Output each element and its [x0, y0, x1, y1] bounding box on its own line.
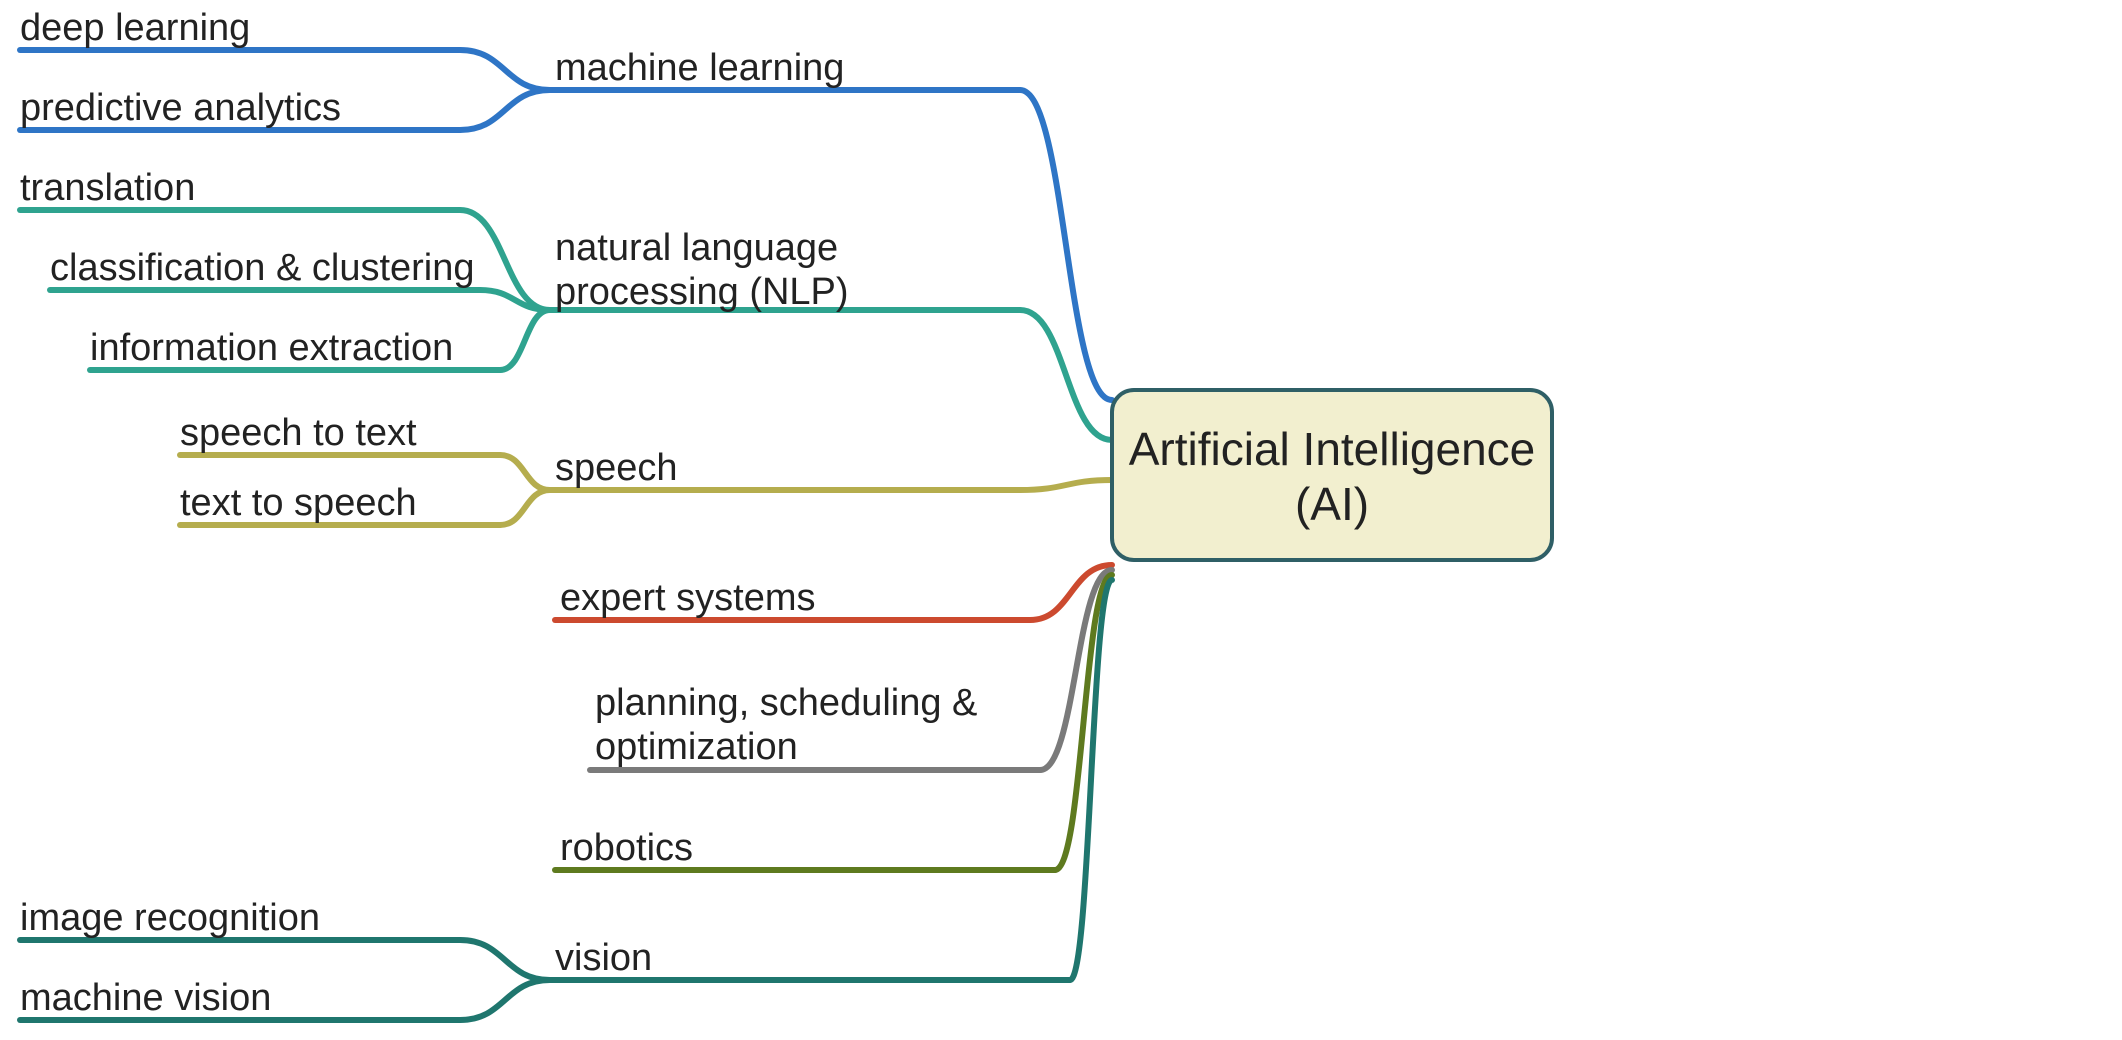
leaf-label-translation: translation	[20, 167, 195, 209]
leaf-label-ie: information extraction	[90, 327, 453, 369]
leaf-label-dl: deep learning	[20, 7, 250, 49]
leaf-label-stt: speech to text	[180, 412, 417, 454]
root-label: (AI)	[1295, 478, 1369, 530]
root-label: Artificial Intelligence	[1129, 423, 1536, 475]
leaf-label-pa: predictive analytics	[20, 87, 341, 129]
branch-label-nlp: natural language	[555, 227, 838, 269]
branch-label-plan: planning, scheduling &	[595, 682, 977, 724]
leaf-label-mvision: machine vision	[20, 977, 271, 1019]
branch-label-nlp: processing (NLP)	[555, 271, 849, 313]
leaf-label-class: classification & clustering	[50, 247, 475, 289]
branch-label-ml: machine learning	[555, 47, 844, 89]
ai-mindmap: machine learning deep learning predictive …	[0, 0, 2122, 1040]
root-node	[1112, 390, 1552, 560]
leaf-label-imgrec: image recognition	[20, 897, 320, 939]
branch-label-robotics: robotics	[560, 827, 693, 869]
leaf-label-tts: text to speech	[180, 482, 417, 524]
branch-label-expert: expert systems	[560, 577, 816, 619]
branch-label-plan: optimization	[595, 726, 798, 768]
branch-label-vision: vision	[555, 937, 652, 979]
branch-label-speech: speech	[555, 447, 678, 489]
